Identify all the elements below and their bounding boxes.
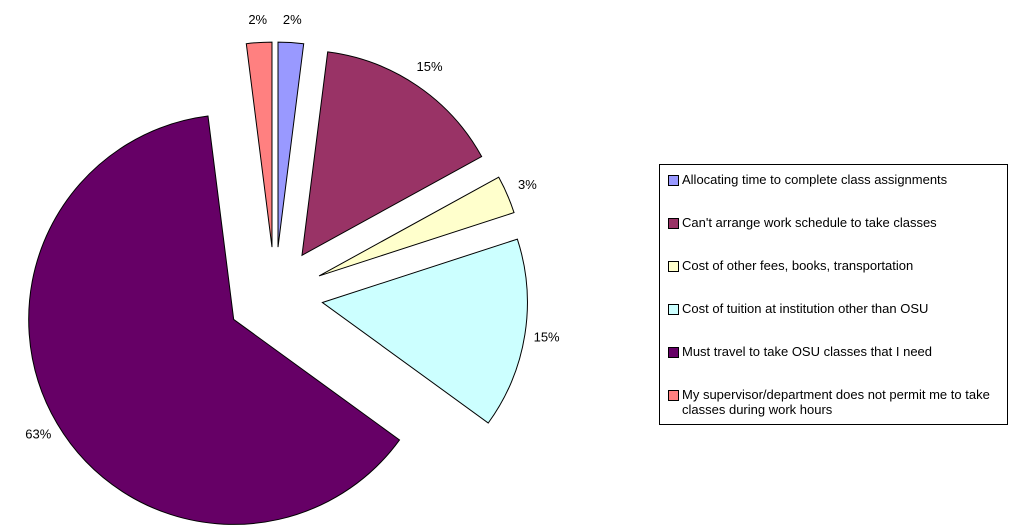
legend: Allocating time to complete class assign… bbox=[659, 164, 1008, 425]
pie-slice bbox=[245, 41, 273, 248]
legend-item: Must travel to take OSU classes that I n… bbox=[668, 344, 999, 387]
legend-label: Cost of other fees, books, transportatio… bbox=[682, 258, 914, 273]
legend-item: Cost of tuition at institution other tha… bbox=[668, 301, 999, 344]
pie-slice bbox=[28, 115, 401, 525]
legend-label: Can't arrange work schedule to take clas… bbox=[682, 215, 937, 230]
data-label: 2% bbox=[248, 12, 267, 27]
data-label: 15% bbox=[534, 329, 560, 344]
pie-slice bbox=[301, 51, 483, 257]
pie-slice bbox=[321, 238, 528, 424]
data-label: 63% bbox=[25, 426, 51, 441]
data-label: 3% bbox=[518, 177, 537, 192]
legend-item: My supervisor/department does not permit… bbox=[668, 387, 999, 430]
pie-slice bbox=[318, 176, 515, 277]
data-label: 2% bbox=[283, 12, 302, 27]
data-label: 15% bbox=[417, 59, 443, 74]
legend-item: Allocating time to complete class assign… bbox=[668, 172, 999, 215]
legend-label: Allocating time to complete class assign… bbox=[682, 172, 948, 187]
legend-swatch bbox=[668, 175, 679, 186]
legend-item: Cost of other fees, books, transportatio… bbox=[668, 258, 999, 301]
legend-swatch bbox=[668, 390, 679, 401]
legend-label: Cost of tuition at institution other tha… bbox=[682, 301, 929, 316]
legend-swatch bbox=[668, 218, 679, 229]
legend-label: My supervisor/department does not permit… bbox=[682, 387, 990, 417]
legend-item: Can't arrange work schedule to take clas… bbox=[668, 215, 999, 258]
legend-swatch bbox=[668, 261, 679, 272]
pie-slice bbox=[277, 41, 305, 248]
legend-swatch bbox=[668, 304, 679, 315]
legend-label: Must travel to take OSU classes that I n… bbox=[682, 344, 933, 359]
legend-swatch bbox=[668, 347, 679, 358]
